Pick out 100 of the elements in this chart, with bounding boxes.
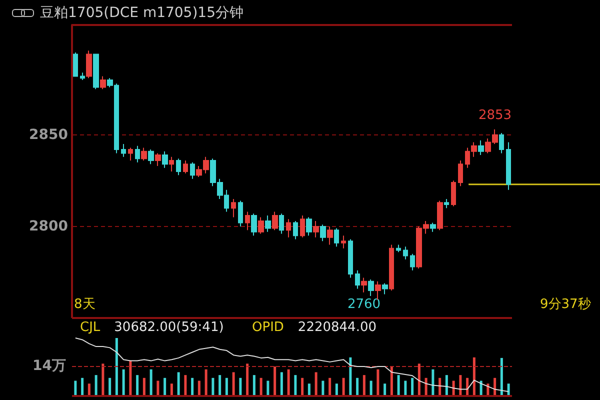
bar — [218, 375, 222, 395]
bar — [328, 378, 332, 395]
bar — [356, 378, 359, 395]
candlestick — [148, 149, 154, 165]
bar — [322, 380, 324, 395]
candlestick — [231, 198, 236, 218]
bar — [74, 380, 77, 395]
bar — [260, 378, 262, 395]
annotation: 8天 — [74, 297, 96, 312]
candlestick — [499, 132, 504, 154]
bar — [466, 378, 469, 395]
text: 2220844.00 — [298, 320, 376, 335]
candlestick — [355, 270, 360, 290]
candlestick — [80, 72, 85, 80]
chart-title: 豆粕1705(DCE m1705)15分钟 — [40, 4, 244, 22]
bar — [108, 378, 112, 395]
bar — [308, 384, 310, 395]
annotation: 2853 — [478, 108, 512, 123]
bar — [191, 378, 194, 395]
bar — [212, 378, 214, 395]
bar — [287, 369, 290, 395]
candlestick — [162, 150, 168, 168]
candlestick — [320, 224, 326, 242]
y-tick-label: 2850 — [29, 126, 68, 143]
candlestick — [176, 158, 181, 176]
candlestick — [361, 277, 367, 293]
bar — [122, 369, 125, 395]
bar — [252, 375, 256, 395]
candlestick — [86, 50, 92, 79]
candlestick — [396, 244, 401, 253]
bar — [418, 364, 420, 395]
bar — [486, 384, 490, 395]
candlestick — [437, 200, 443, 231]
candlestick — [382, 282, 388, 295]
candlestick — [430, 222, 436, 232]
bar — [452, 380, 455, 395]
bar — [301, 378, 304, 395]
candlestick — [93, 54, 99, 90]
candlestick — [251, 213, 257, 236]
bar — [177, 372, 180, 395]
bar — [432, 369, 434, 395]
candlestick — [300, 214, 305, 238]
bar — [362, 375, 366, 395]
bar — [390, 366, 393, 395]
bar — [370, 380, 372, 395]
bar — [404, 380, 407, 395]
candlestick — [272, 211, 278, 231]
bar — [424, 378, 428, 395]
candlestick — [238, 200, 243, 227]
bar — [472, 357, 476, 395]
candlestick — [327, 226, 333, 246]
text: CJL — [80, 320, 100, 335]
bar — [376, 369, 380, 395]
bar — [314, 372, 318, 395]
bar — [225, 378, 228, 395]
bar — [88, 384, 90, 395]
candlestick — [368, 279, 374, 297]
bar — [184, 375, 187, 395]
bar — [438, 378, 442, 395]
candlestick — [258, 216, 264, 234]
text: OPID — [252, 320, 284, 335]
bar — [349, 357, 352, 395]
candlestick — [155, 152, 161, 167]
bar — [170, 384, 173, 395]
bar — [459, 375, 462, 395]
candlestick — [169, 156, 174, 172]
ref-line-label: 14万 — [32, 358, 66, 374]
bar — [142, 378, 146, 395]
bar — [342, 378, 345, 395]
bar — [204, 369, 208, 395]
bar — [494, 378, 496, 395]
candlestick — [279, 213, 284, 234]
candlestick — [341, 235, 346, 249]
candlestick — [458, 160, 463, 187]
candlestick — [478, 140, 484, 156]
candlestick — [389, 244, 394, 292]
bar — [164, 378, 166, 395]
bar — [232, 372, 235, 395]
bar — [198, 380, 200, 395]
y-tick-label: 2800 — [29, 218, 68, 234]
bar — [246, 364, 249, 395]
candlestick — [444, 198, 449, 209]
bar — [445, 375, 448, 395]
candlestick — [506, 142, 511, 190]
bar — [266, 380, 270, 395]
annotation: 2760 — [347, 297, 381, 312]
bar — [136, 375, 139, 395]
candlestick — [121, 144, 126, 158]
bar — [274, 366, 276, 395]
bar — [102, 364, 104, 395]
candlestick — [451, 180, 456, 207]
bar — [156, 380, 160, 395]
candlestick — [141, 147, 147, 162]
text: 9分37秒 — [540, 297, 591, 312]
candlestick — [334, 228, 339, 248]
candlestick — [293, 220, 298, 240]
bar — [397, 375, 400, 395]
bar — [280, 372, 283, 395]
bar — [335, 384, 338, 395]
bar — [239, 378, 242, 395]
